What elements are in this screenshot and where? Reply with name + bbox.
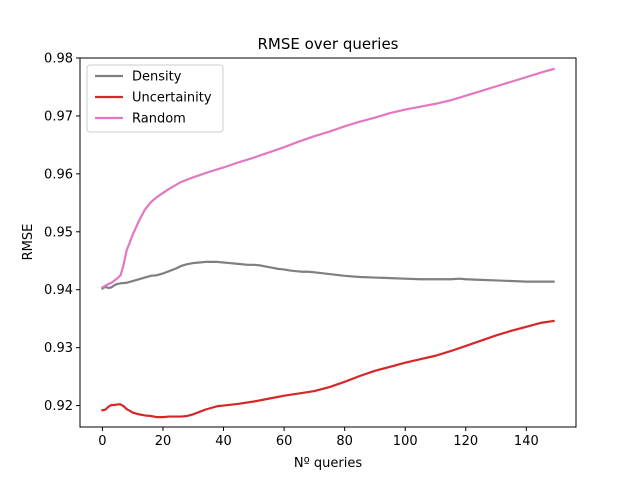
y-tick-label: 0.92 bbox=[44, 399, 73, 414]
y-tick-label: 0.96 bbox=[44, 167, 73, 182]
x-tick-label: 20 bbox=[155, 434, 172, 449]
y-tick-label: 0.93 bbox=[44, 341, 73, 356]
legend: Density Uncertainity Random bbox=[86, 64, 224, 133]
plot-area-frame bbox=[79, 57, 577, 428]
y-tick-label: 0.97 bbox=[44, 109, 73, 124]
legend-box bbox=[86, 64, 224, 133]
x-tick-label: 140 bbox=[514, 434, 539, 449]
y-axis-ticks: 0.92 0.93 0.94 0.95 0.96 0.97 0.98 bbox=[44, 52, 80, 414]
legend-entry-density: Density bbox=[132, 70, 182, 85]
series-line-uncertainity bbox=[101, 319, 555, 419]
x-tick-label: 40 bbox=[215, 434, 232, 449]
x-tick-label: 0 bbox=[98, 434, 106, 449]
y-tick-label: 0.94 bbox=[44, 283, 73, 298]
legend-entry-random: Random bbox=[132, 112, 186, 127]
y-tick-label: 0.98 bbox=[44, 52, 73, 67]
series-line-density bbox=[100, 260, 555, 291]
x-tick-label: 60 bbox=[276, 434, 293, 449]
legend-entry-uncertainity: Uncertainity bbox=[132, 91, 212, 106]
x-tick-label: 100 bbox=[393, 434, 418, 449]
series-line-random bbox=[100, 67, 555, 289]
series-layer bbox=[100, 67, 555, 419]
y-tick-label: 0.95 bbox=[44, 225, 73, 240]
x-tick-label: 80 bbox=[336, 434, 353, 449]
x-axis-ticks: 0 20 40 60 80 100 120 140 bbox=[98, 427, 539, 449]
y-axis-label: RMSE bbox=[21, 224, 36, 261]
chart-title: RMSE over queries bbox=[258, 35, 399, 53]
x-tick-label: 120 bbox=[453, 434, 478, 449]
x-axis-label: Nº queries bbox=[294, 456, 362, 471]
